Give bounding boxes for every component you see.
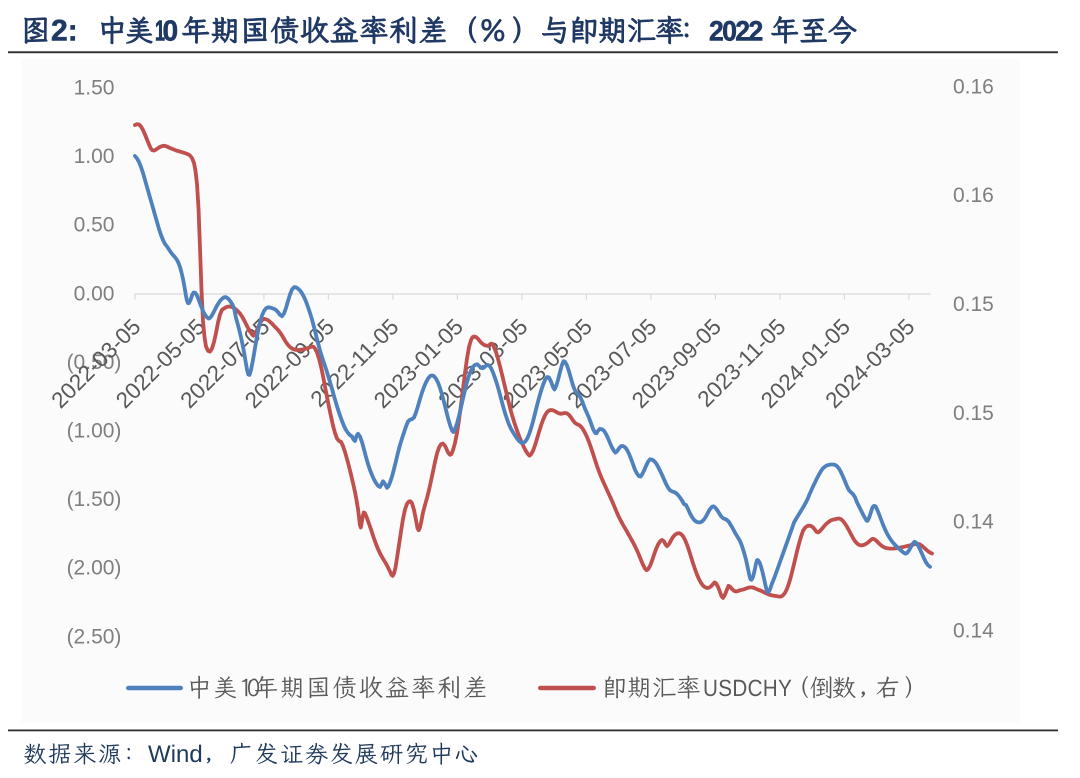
svg-text:(2.00): (2.00) [67,557,122,580]
svg-text:0.50: 0.50 [74,214,115,237]
svg-text:1.50: 1.50 [74,77,115,100]
svg-text:(1.00): (1.00) [67,420,122,443]
svg-text:(2.50): (2.50) [67,625,122,648]
svg-text:0.16: 0.16 [953,75,994,98]
svg-text:0.14: 0.14 [953,620,994,643]
svg-text:0.14: 0.14 [953,511,994,534]
svg-text:1.00: 1.00 [74,145,115,168]
svg-text:0.16: 0.16 [953,184,994,207]
svg-text:0.00: 0.00 [74,282,115,305]
svg-text:0.15: 0.15 [953,402,994,425]
svg-text:0.15: 0.15 [953,293,994,316]
svg-text:(0.50): (0.50) [67,351,122,374]
svg-text:(1.50): (1.50) [67,488,122,511]
